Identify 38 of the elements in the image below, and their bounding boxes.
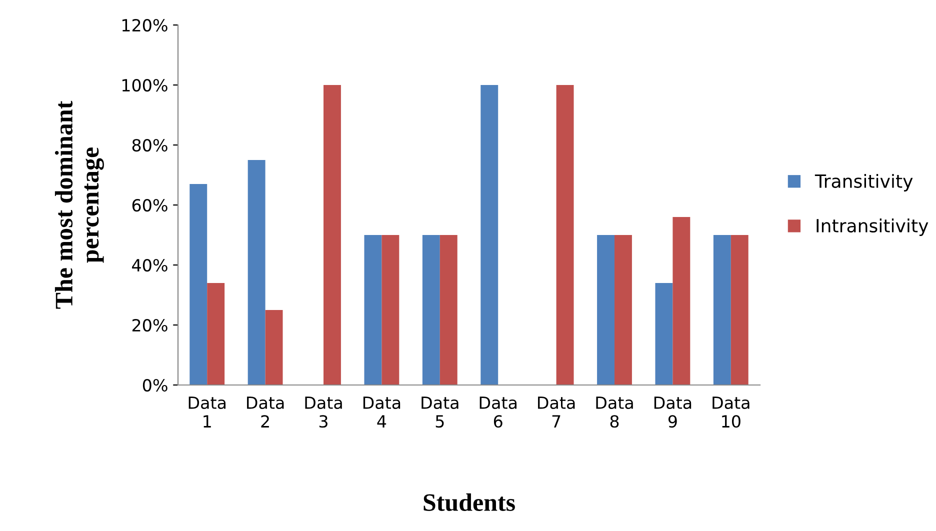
x-axis-title: Students [424, 493, 515, 512]
y-tick-label: 40% [132, 258, 168, 272]
bar [190, 184, 208, 385]
bar [672, 217, 690, 385]
y-tick-label: 60% [132, 198, 168, 212]
x-tick-label: Data 10 [712, 396, 750, 428]
y-axis-title: The most dominant percentage [54, 100, 104, 309]
x-tick-label: Data 6 [480, 396, 516, 428]
y-tick-label: 100% [122, 78, 168, 92]
legend-label: Intransitivity [816, 218, 928, 236]
bar [597, 235, 614, 385]
bar [480, 85, 498, 385]
y-tick-label: 0% [142, 378, 168, 392]
x-tick-label: Data 5 [422, 396, 458, 428]
bar [207, 283, 225, 385]
x-tick-label: Data 3 [305, 396, 342, 428]
x-tick-label: Data 4 [363, 396, 400, 428]
bar [324, 85, 341, 385]
x-tick-label: Data 8 [596, 396, 633, 428]
x-tick-label: Data 1 [188, 396, 226, 428]
bar [265, 310, 283, 385]
bar [422, 235, 440, 385]
bar [248, 160, 266, 385]
bar [713, 235, 731, 385]
bar [440, 235, 458, 385]
y-tick-label: 80% [132, 138, 168, 152]
bar [556, 85, 574, 385]
y-tick-label: 120% [122, 18, 168, 32]
legend-label: Transitivity [814, 174, 913, 192]
bar [614, 235, 632, 385]
x-tick-label: Data 2 [247, 396, 284, 428]
x-tick-label: Data 7 [538, 396, 575, 428]
bar [364, 235, 382, 385]
bar [655, 283, 673, 385]
y-tick-label: 20% [132, 318, 168, 332]
bar [382, 235, 400, 385]
x-tick-label: Data 9 [654, 396, 692, 428]
bar [730, 235, 748, 385]
